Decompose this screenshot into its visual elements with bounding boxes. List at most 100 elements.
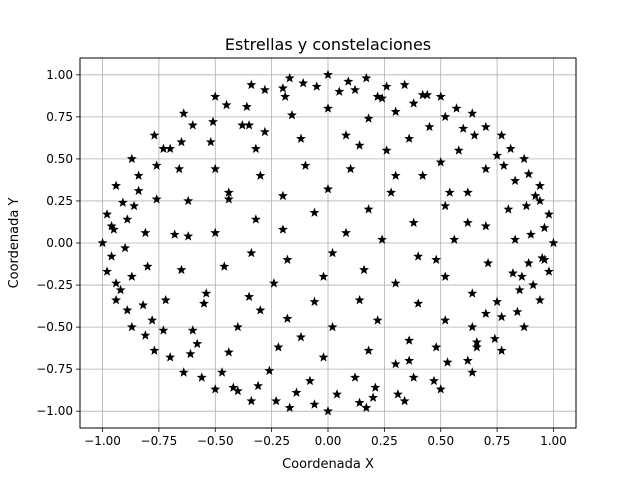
star-point: [282, 254, 293, 265]
star-point: [151, 160, 162, 170]
star-point: [291, 387, 302, 397]
star-point: [138, 300, 149, 310]
star-point: [417, 89, 428, 100]
x-tick-label: −0.75: [141, 434, 178, 448]
star-point: [334, 86, 345, 96]
y-tick-label: 0.50: [46, 152, 73, 166]
star-point: [408, 372, 419, 382]
star-point: [327, 321, 338, 332]
star-point: [210, 91, 221, 101]
star-point: [165, 352, 176, 362]
y-tick-label: 0.25: [46, 194, 73, 208]
star-point: [142, 261, 153, 271]
star-point: [530, 190, 541, 201]
star-point: [350, 372, 360, 382]
star-point: [544, 266, 554, 276]
star-point: [129, 200, 140, 211]
star-point: [298, 78, 309, 88]
star-point: [467, 321, 478, 332]
star-point: [250, 214, 261, 224]
star-point: [471, 342, 482, 352]
star-point: [115, 284, 126, 295]
star-point: [185, 348, 196, 359]
star-point: [525, 229, 536, 239]
star-point: [126, 321, 137, 332]
star-point: [246, 395, 257, 406]
star-point: [133, 170, 144, 180]
star-point: [521, 200, 532, 211]
star-point: [498, 160, 509, 170]
star-point: [392, 389, 403, 399]
star-point: [372, 91, 383, 101]
star-point: [444, 187, 455, 197]
star-point: [413, 298, 424, 308]
star-point: [544, 209, 554, 219]
star-point: [417, 170, 428, 180]
star-point: [151, 194, 162, 204]
star-point: [223, 187, 234, 197]
star-point: [505, 143, 516, 154]
star-point: [435, 384, 446, 394]
star-point: [284, 402, 295, 413]
star-point: [221, 99, 232, 110]
star-point: [255, 305, 266, 315]
star-point: [246, 247, 257, 258]
chart-title: Estrellas y constelaciones: [225, 35, 431, 54]
star-point: [462, 187, 473, 197]
star-point: [305, 375, 315, 386]
star-point: [381, 81, 392, 91]
star-point: [435, 91, 446, 101]
star-point: [126, 271, 137, 281]
star-point: [492, 150, 503, 160]
star-point: [223, 194, 234, 204]
star-point: [404, 133, 415, 143]
star-point: [368, 392, 379, 402]
star-point: [399, 395, 410, 406]
star-point: [311, 81, 322, 91]
star-point: [483, 257, 494, 268]
star-point: [480, 308, 491, 318]
x-tick-label: 0.50: [427, 434, 454, 448]
star-point: [354, 397, 365, 407]
star-point: [176, 264, 187, 275]
star-point: [111, 278, 122, 288]
star-point: [97, 237, 108, 248]
star-point: [440, 315, 451, 325]
star-point: [102, 266, 112, 276]
star-point: [496, 311, 507, 322]
star-point: [244, 120, 255, 130]
star-point: [208, 116, 218, 127]
star-point: [277, 83, 288, 93]
star-point: [467, 288, 478, 298]
star-point: [539, 222, 550, 233]
star-point: [537, 252, 548, 263]
y-axis-label: Coordenada Y: [7, 198, 22, 289]
star-point: [323, 183, 333, 194]
star-point: [286, 109, 297, 120]
x-tick-label: 1.00: [540, 434, 567, 448]
star-point: [458, 123, 469, 133]
star-point: [548, 237, 559, 248]
star-point: [467, 108, 478, 118]
star-point: [386, 187, 397, 197]
star-point: [361, 72, 372, 83]
star-point: [282, 313, 293, 323]
star-point: [323, 69, 333, 80]
star-point: [440, 200, 451, 211]
star-point: [523, 257, 534, 268]
star-point: [514, 284, 525, 295]
star-point: [244, 291, 255, 302]
star-point: [390, 358, 401, 369]
star-point: [106, 220, 117, 231]
star-point: [219, 261, 230, 271]
y-tick-label: 0.00: [46, 236, 73, 250]
star-point: [480, 121, 491, 132]
star-point: [363, 113, 374, 123]
star-point: [176, 136, 187, 147]
star-point: [183, 231, 194, 241]
star-point: [296, 133, 306, 143]
star-point: [187, 120, 198, 130]
x-tick-label: 0.75: [484, 434, 511, 448]
star-point: [259, 84, 270, 95]
